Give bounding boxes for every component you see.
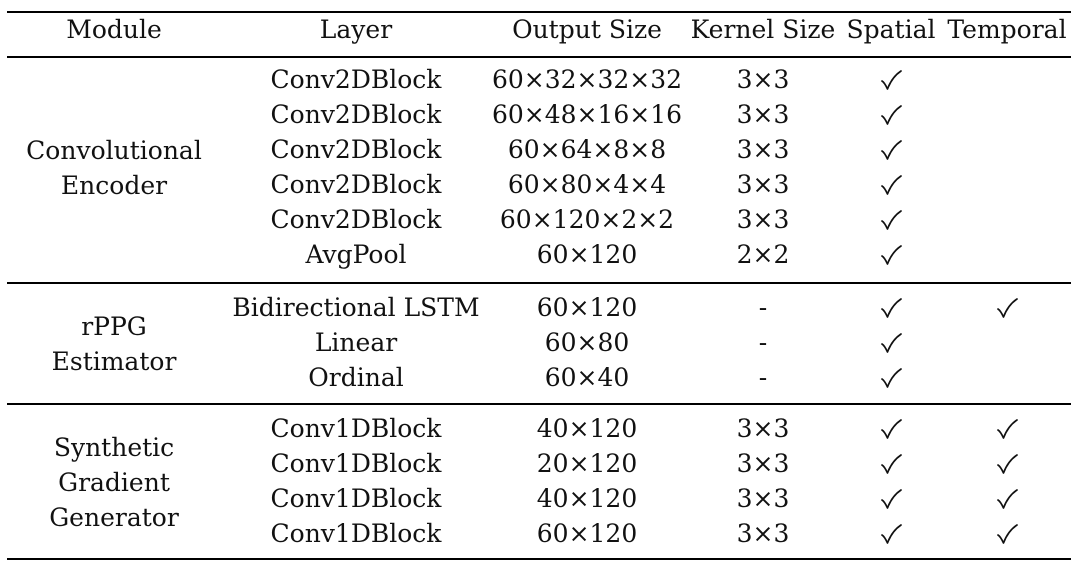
checkmark-icon xyxy=(879,68,903,92)
kernel-cell: 3×3 xyxy=(736,484,790,513)
output-cell: 60×64×8×8 xyxy=(507,135,667,164)
layer-cell: AvgPool xyxy=(305,240,407,269)
header-module: Module xyxy=(66,15,162,44)
kernel-cell: 3×3 xyxy=(736,100,790,129)
header-rule xyxy=(7,56,1071,58)
module-label-line: Estimator xyxy=(51,346,177,376)
checkmark-icon xyxy=(879,208,903,232)
layer-cell: Conv2DBlock xyxy=(270,205,442,234)
checkmark-icon xyxy=(879,331,903,355)
kernel-cell: 3×3 xyxy=(736,449,790,478)
bottom-rule xyxy=(7,558,1071,560)
checkmark-icon xyxy=(879,487,903,511)
layer-cell: Conv1DBlock xyxy=(270,519,442,548)
module-label-line: Gradient xyxy=(58,467,170,497)
checkmark-icon xyxy=(879,173,903,197)
output-cell: 60×120 xyxy=(536,519,638,548)
kernel-cell: 2×2 xyxy=(736,240,790,269)
header-layer: Layer xyxy=(319,15,393,44)
architecture-table: Module Layer Output Size Kernel Size Spa… xyxy=(7,0,1071,570)
header-spatial: Spatial xyxy=(846,15,936,44)
output-cell: 40×120 xyxy=(536,414,638,443)
output-cell: 60×40 xyxy=(544,363,630,392)
layer-cell: Linear xyxy=(314,328,398,357)
output-cell: 60×120×2×2 xyxy=(499,205,675,234)
module-label: rPPG Estimator xyxy=(52,309,177,379)
checkmark-icon xyxy=(995,487,1019,511)
top-rule xyxy=(7,11,1071,13)
kernel-cell: - xyxy=(758,328,768,357)
kernel-cell: 3×3 xyxy=(736,170,790,199)
checkmark-icon xyxy=(879,452,903,476)
kernel-cell: - xyxy=(758,363,768,392)
group-separator xyxy=(7,282,1071,284)
kernel-cell: 3×3 xyxy=(736,519,790,548)
output-cell: 60×48×16×16 xyxy=(491,100,683,129)
module-label-line: Synthetic xyxy=(53,432,175,462)
checkmark-icon xyxy=(879,366,903,390)
group-separator xyxy=(7,403,1071,405)
layer-cell: Conv2DBlock xyxy=(270,170,442,199)
output-cell: 60×32×32×32 xyxy=(491,65,683,94)
layer-cell: Ordinal xyxy=(308,363,404,392)
checkmark-icon xyxy=(879,417,903,441)
layer-cell: Conv2DBlock xyxy=(270,100,442,129)
output-cell: 60×120 xyxy=(536,293,638,322)
checkmark-icon xyxy=(995,296,1019,320)
layer-cell: Conv2DBlock xyxy=(270,65,442,94)
kernel-cell: 3×3 xyxy=(736,205,790,234)
checkmark-icon xyxy=(995,522,1019,546)
layer-cell: Bidirectional LSTM xyxy=(232,293,480,322)
kernel-cell: - xyxy=(758,293,768,322)
checkmark-icon xyxy=(995,417,1019,441)
checkmark-icon xyxy=(879,103,903,127)
checkmark-icon xyxy=(879,522,903,546)
output-cell: 60×80×4×4 xyxy=(507,170,667,199)
kernel-cell: 3×3 xyxy=(736,135,790,164)
output-cell: 20×120 xyxy=(536,449,638,478)
layer-cell: Conv1DBlock xyxy=(270,414,442,443)
module-label: Convolutional Encoder xyxy=(26,133,202,203)
layer-cell: Conv1DBlock xyxy=(270,484,442,513)
module-label: Synthetic Gradient Generator xyxy=(49,430,179,535)
kernel-cell: 3×3 xyxy=(736,65,790,94)
output-cell: 60×120 xyxy=(536,240,638,269)
output-cell: 40×120 xyxy=(536,484,638,513)
checkmark-icon xyxy=(879,243,903,267)
module-label-line: Encoder xyxy=(60,171,168,200)
module-label-line: Generator xyxy=(49,502,179,532)
module-label-line: rPPG xyxy=(81,311,147,341)
layer-cell: Conv1DBlock xyxy=(270,449,442,478)
header-kernel-size: Kernel Size xyxy=(690,15,836,44)
layer-cell: Conv2DBlock xyxy=(270,135,442,164)
output-cell: 60×80 xyxy=(544,328,630,357)
kernel-cell: 3×3 xyxy=(736,414,790,443)
module-label-line: Convolutional xyxy=(26,136,202,165)
checkmark-icon xyxy=(879,296,903,320)
header-temporal: Temporal xyxy=(947,15,1067,44)
header-output-size: Output Size xyxy=(512,15,662,44)
checkmark-icon xyxy=(879,138,903,162)
checkmark-icon xyxy=(995,452,1019,476)
